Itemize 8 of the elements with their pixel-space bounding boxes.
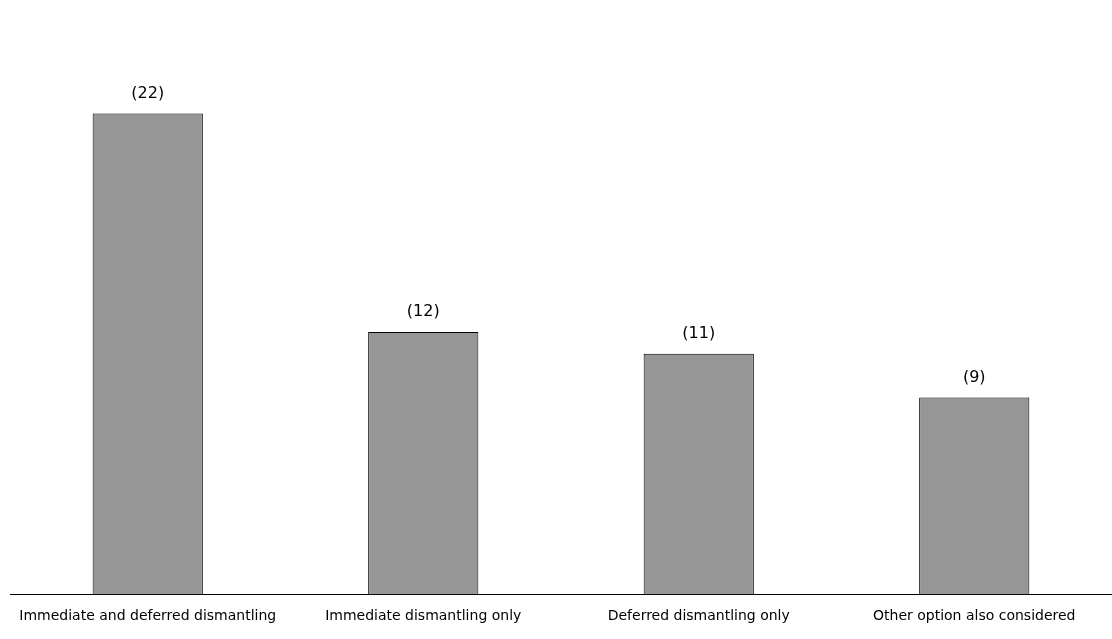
x-tick-label: Immediate and deferred dismantling [19, 607, 277, 624]
x-tick-label: Other option also considered [873, 607, 1076, 624]
data-label: (11) [682, 323, 716, 343]
data-label: (9) [962, 366, 986, 386]
data-label: (22) [131, 82, 165, 102]
x-tick-label: Deferred dismantling only [607, 607, 790, 624]
data-label: (12) [406, 301, 440, 321]
x-tick-label: Immediate dismantling only [325, 607, 522, 624]
